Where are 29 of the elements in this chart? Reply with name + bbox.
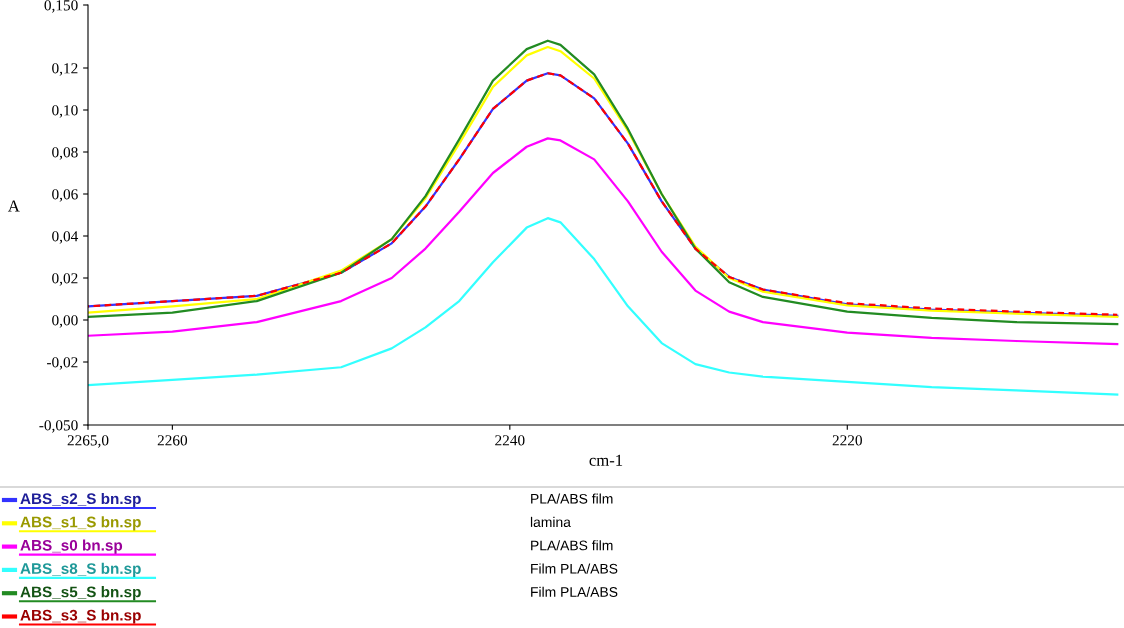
legend-label: ABS_s2_S bn.sp	[20, 492, 141, 508]
legend-label: ABS_s1_S bn.sp	[20, 516, 141, 531]
x-tick-label: 2220	[832, 435, 862, 446]
legend-label: ABS_s0 bn.sp	[20, 539, 123, 554]
text: PLA/ABS film	[531, 540, 613, 551]
legend-label: ABS_s5_S bn.sp	[20, 586, 141, 601]
x-tick-label: 2265,0	[67, 435, 109, 448]
y-axis-title: A	[7, 200, 20, 212]
y-tick-label: 0,00	[52, 315, 78, 328]
y-tick-label: 0,10	[52, 105, 78, 118]
y-tick-label: 0,12	[52, 63, 78, 76]
text: PLA/ABS film	[531, 493, 613, 504]
line-series	[88, 217, 1119, 396]
y-tick-label: -0,050	[39, 420, 78, 433]
y-tick-label: 0,150	[44, 0, 78, 13]
y-tick-label: 0,02	[52, 273, 78, 286]
y-tick-label: 0,06	[52, 189, 78, 202]
text: Film PLA/ABS	[531, 586, 618, 597]
line-series	[88, 137, 1119, 346]
text: Film PLA/ABS	[531, 563, 618, 574]
x-tick-label: 2240	[495, 435, 525, 446]
y-tick-label: 0,04	[52, 231, 79, 244]
x-tick-label: 2260	[157, 435, 188, 446]
legend-label: ABS_s8_S bn.sp	[20, 562, 141, 578]
y-tick-label: 0,08	[52, 147, 78, 160]
y-tick-label: -0,02	[47, 357, 78, 370]
legend-label: ABS_s3_S bn.sp	[20, 609, 141, 624]
x-axis-title: cm-1	[589, 454, 623, 466]
text: lamina	[530, 516, 571, 528]
